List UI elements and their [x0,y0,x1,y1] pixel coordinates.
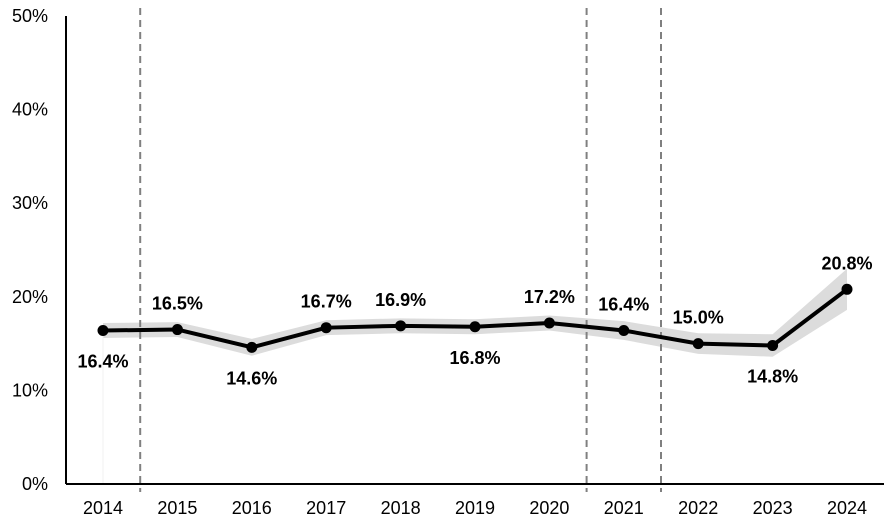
x-tick-label: 2014 [83,498,123,518]
data-point [97,324,109,336]
x-tick-label: 2016 [232,498,272,518]
data-point [767,339,779,351]
data-labels: 16.4% 16.5% 14.6% 16.7% 16.9% 16.8% 17.2% 16.4%… [77,253,872,388]
data-label: 17.2% [524,287,575,307]
y-tick-label: 30% [12,193,48,213]
data-point [841,283,853,295]
axes-layer [65,16,884,485]
data-point [395,320,407,332]
y-tick-labels: 0% 10% 20% 30% 40% 50% [12,6,48,494]
y-tick-label: 20% [12,287,48,307]
dashed-lines-layer [139,8,662,492]
data-point [320,322,332,334]
data-label: 15.0% [673,308,724,328]
y-tick-label: 50% [12,6,48,26]
data-point [543,317,555,329]
x-tick-label: 2017 [306,498,346,518]
confidence-band-layer [102,268,847,484]
data-label: 14.8% [747,366,798,386]
data-label: 16.9% [375,290,426,310]
data-label: 16.5% [152,294,203,314]
x-tick-label: 2021 [604,498,644,518]
x-tick-label: 2015 [157,498,197,518]
y-tick-label: 40% [12,100,48,120]
x-tick-label: 2022 [678,498,718,518]
data-point [692,338,704,350]
data-label: 16.8% [449,348,500,368]
x-tick-label: 2020 [529,498,569,518]
data-label: 14.6% [226,368,277,388]
x-tick-label: 2019 [455,498,495,518]
x-tick-labels: 2014 2015 2016 2017 2018 2019 2020 2021 2022 2023… [83,498,867,518]
data-point [618,324,630,336]
data-label: 16.7% [301,292,352,312]
y-tick-label: 10% [12,380,48,400]
data-point [469,321,481,333]
series-layer [97,283,853,353]
data-point [246,341,258,353]
data-label: 16.4% [77,351,128,371]
x-tick-label: 2024 [827,498,867,518]
x-tick-label: 2018 [381,498,421,518]
data-label: 20.8% [821,253,872,273]
data-label: 16.4% [598,294,649,314]
y-tick-label: 0% [22,474,48,494]
x-tick-label: 2023 [753,498,793,518]
data-point [171,324,183,336]
